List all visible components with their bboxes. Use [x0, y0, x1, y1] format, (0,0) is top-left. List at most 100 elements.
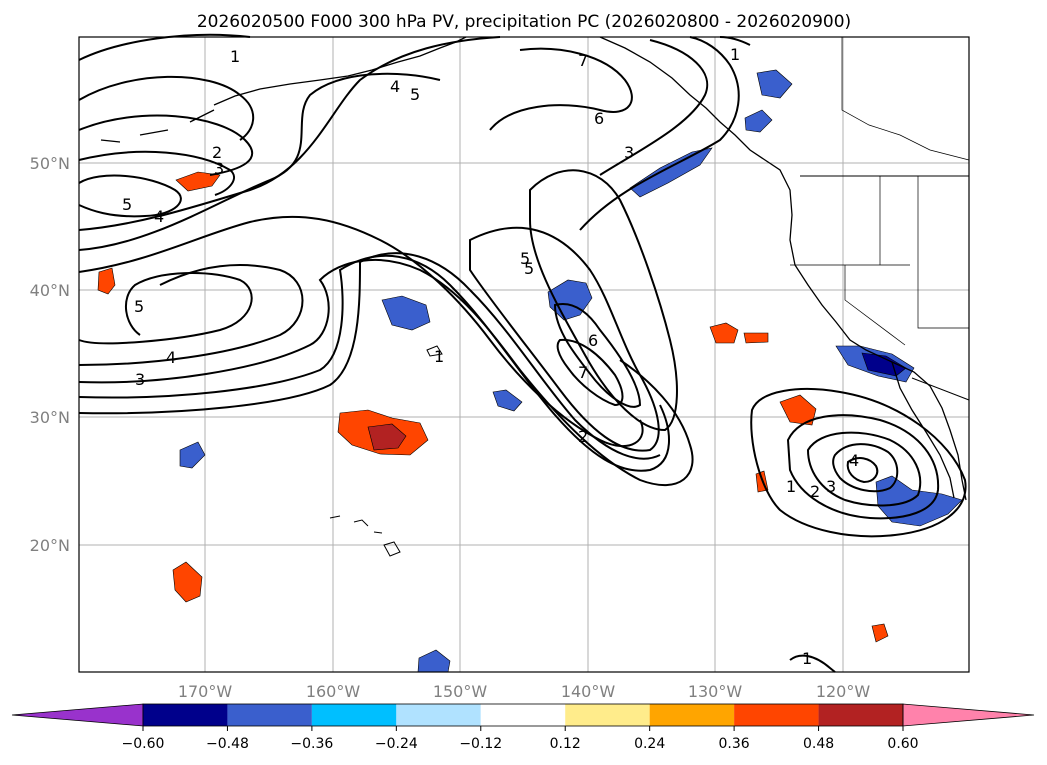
longitude-label: 130°W: [688, 682, 743, 701]
pv-contours: [78, 33, 967, 673]
pv-contour: [553, 303, 642, 408]
colorbar-segment: [649, 704, 735, 726]
contour-label: 5: [524, 259, 534, 278]
map-area: 1 2 3 4 5 5 4 5 7 6 3 1 5 4 3 5 6 7 2 1 …: [78, 33, 970, 673]
colorbar-tick-label: −0.24: [375, 736, 418, 752]
pv-contour: [832, 443, 899, 493]
pv-contour: [78, 33, 251, 61]
precip-patch-negative: [492, 389, 523, 412]
colorbar-tick-label: 0.24: [634, 736, 665, 752]
colorbar-segment: [396, 704, 481, 726]
contour-label: 3: [624, 143, 634, 162]
contour-label: 7: [578, 51, 588, 70]
baja-coastline: [891, 361, 955, 499]
colorbar-frame: [142, 703, 904, 727]
longitude-labels: 170°W 160°W 150°W 140°W 130°W 120°W: [178, 682, 871, 701]
precip-patch-negative: [744, 109, 773, 133]
contour-label: 1: [730, 45, 740, 64]
contour-labels: 1 2 3 4 5 5 4 5 7 6 3 1 5 4 3 5 6 7 2 1 …: [122, 45, 859, 668]
contour-label: 2: [810, 482, 820, 501]
colorbar-tick-label: 0.36: [719, 736, 750, 752]
precip-patch-strong-positive: [367, 423, 407, 451]
pv-contour: [750, 388, 967, 538]
contour-label: 7: [578, 363, 588, 382]
precip-patch-positive: [779, 394, 817, 426]
pv-contour: [78, 264, 304, 366]
pv-contour: [78, 36, 501, 231]
pv-contour: [556, 338, 624, 407]
colorbar-tick-label: 0.48: [803, 736, 834, 752]
precip-patch-positive: [743, 332, 769, 344]
colorbar-segment: [311, 704, 397, 726]
coastlines: [100, 36, 970, 557]
pv-contour: [599, 39, 708, 176]
latitude-label: 50°N: [30, 154, 70, 173]
latitude-label: 40°N: [30, 281, 70, 300]
longitude-label: 150°W: [433, 682, 488, 701]
contour-label: 5: [122, 195, 132, 214]
precip-patch-negative: [875, 475, 963, 527]
pv-contour: [786, 414, 940, 520]
colorbar-tick-label: 0.60: [887, 736, 918, 752]
colorbar-tick-label: −0.12: [459, 736, 502, 752]
alaska-islands: [100, 109, 215, 143]
contour-label: 5: [410, 85, 420, 104]
latitude-label: 30°N: [30, 408, 70, 427]
small-island: [426, 345, 443, 357]
contour-label: 3: [826, 477, 836, 496]
colorbar-extend-high: [902, 703, 1035, 727]
pv-contour: [78, 272, 253, 345]
contour-label: 1: [434, 347, 444, 366]
pv-contour: [806, 431, 922, 507]
pv-contour: [789, 654, 836, 673]
colorbar: −0.60 −0.48 −0.36 −0.24 −0.12 0.12 0.24 0.36 0.4…: [11, 703, 1035, 752]
contour-label: 2: [212, 143, 222, 162]
pv-contour: [846, 457, 879, 484]
colorbar-tick-label: −0.48: [206, 736, 249, 752]
precip-patch-negative: [756, 69, 793, 99]
contour-label: 1: [802, 649, 812, 668]
colorbar-segment: [480, 704, 566, 726]
contour-label: 5: [520, 249, 530, 268]
pv-contour: [469, 226, 660, 452]
canada-interior-lines: [841, 37, 970, 161]
pv-contour: [579, 36, 740, 231]
pv-contour: [78, 252, 661, 460]
longitude-label: 160°W: [306, 682, 361, 701]
latitude-label: 20°N: [30, 536, 70, 555]
contour-label: 3: [214, 159, 224, 178]
map-frame: [78, 36, 970, 673]
us-mexico-border: [911, 377, 970, 401]
colorbar-segment: [143, 704, 228, 726]
pv-contour: [78, 174, 182, 218]
contour-label: 4: [154, 207, 164, 226]
pv-contour: [78, 150, 235, 196]
pv-contour: [78, 259, 694, 486]
precipitation-patches: [97, 69, 963, 673]
colorbar-ticks: −0.60 −0.48 −0.36 −0.24 −0.12 0.12 0.24 0.36 0.4…: [122, 726, 919, 752]
pv-contour: [78, 75, 255, 141]
colorbar-tick-label: −0.60: [122, 736, 165, 752]
colorbar-segment: [565, 704, 650, 726]
contour-label: 1: [786, 477, 796, 496]
longitude-label: 170°W: [178, 682, 233, 701]
longitude-label: 120°W: [816, 682, 871, 701]
pv-contour: [529, 169, 678, 432]
precip-patch-negative: [417, 649, 451, 673]
colorbar-segment: [227, 704, 312, 726]
pv-contour: [78, 215, 644, 447]
pv-contour: [78, 72, 441, 251]
precip-patch-positive: [172, 561, 203, 603]
pv-contour: [78, 254, 670, 472]
contour-label: 4: [390, 77, 400, 96]
precip-patch-negative: [629, 147, 713, 198]
latitude-labels: 50°N 40°N 30°N 20°N: [30, 154, 70, 555]
precip-patch-positive: [709, 322, 739, 344]
contour-label: 6: [588, 331, 598, 350]
pv-contour: [78, 114, 253, 176]
colorbar-tick-label: −0.36: [290, 736, 333, 752]
contour-label: 4: [849, 451, 859, 470]
contour-label: 2: [578, 427, 588, 446]
precip-patch-negative: [381, 295, 431, 331]
